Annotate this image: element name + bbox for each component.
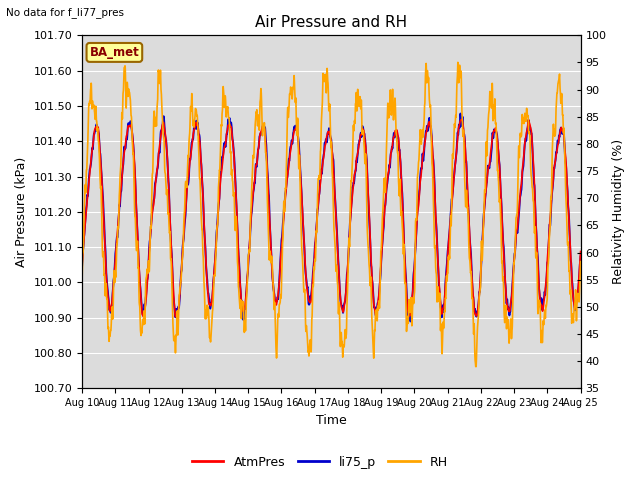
Y-axis label: Relativity Humidity (%): Relativity Humidity (%) — [612, 139, 625, 284]
X-axis label: Time: Time — [316, 414, 347, 427]
AtmPres — [185, 168, 193, 174]
RH — [530, 198, 538, 204]
RH — [577, 259, 584, 264]
AtmPres — [577, 251, 584, 256]
Y-axis label: Air Pressure (kPa): Air Pressure (kPa) — [15, 156, 28, 267]
AtmPres — [458, 117, 465, 122]
li75_p — [78, 264, 86, 270]
li75_p — [380, 227, 387, 232]
li75_p — [457, 111, 465, 117]
RH — [380, 193, 387, 199]
Line: AtmPres: AtmPres — [82, 120, 580, 317]
Text: No data for f_li77_pres: No data for f_li77_pres — [6, 7, 124, 18]
RH — [454, 60, 461, 65]
Legend: AtmPres, li75_p, RH: AtmPres, li75_p, RH — [187, 451, 453, 474]
RH — [185, 146, 193, 152]
li75_p — [388, 145, 396, 151]
li75_p — [185, 175, 193, 180]
RH — [78, 279, 86, 285]
RH — [218, 122, 225, 128]
RH — [388, 98, 396, 104]
AtmPres — [172, 314, 179, 320]
AtmPres — [388, 144, 396, 149]
AtmPres — [78, 262, 86, 268]
AtmPres — [380, 222, 387, 228]
li75_p — [577, 256, 584, 262]
Title: Air Pressure and RH: Air Pressure and RH — [255, 15, 408, 30]
li75_p — [577, 253, 584, 259]
Line: li75_p: li75_p — [82, 114, 580, 322]
Line: RH: RH — [82, 62, 580, 367]
AtmPres — [577, 249, 584, 254]
AtmPres — [530, 161, 538, 167]
li75_p — [406, 319, 414, 324]
AtmPres — [218, 170, 225, 176]
li75_p — [530, 172, 538, 178]
Text: BA_met: BA_met — [90, 46, 140, 59]
li75_p — [218, 166, 225, 171]
RH — [472, 364, 479, 370]
RH — [577, 264, 584, 269]
